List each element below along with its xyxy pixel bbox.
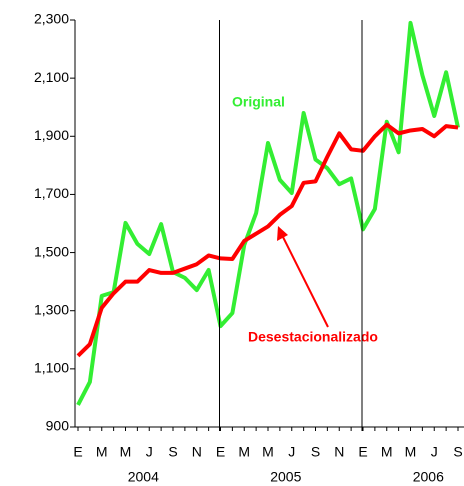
- x-tick-label: S: [168, 444, 177, 460]
- x-tick-label: J: [288, 444, 295, 460]
- x-tick-label: M: [96, 444, 108, 460]
- y-tick-label: 1,900: [34, 127, 69, 143]
- x-tick-label: S: [453, 444, 462, 460]
- x-tick-label: M: [381, 444, 393, 460]
- y-tick-label: 2,100: [34, 69, 69, 85]
- x-tick-label: J: [146, 444, 153, 460]
- x-tick-label: E: [216, 444, 225, 460]
- y-tick-label: 1,100: [34, 360, 69, 376]
- y-tick-label: 1,500: [34, 243, 69, 259]
- x-tick-label: M: [262, 444, 274, 460]
- y-tick-label: 2,300: [34, 11, 69, 27]
- x-tick-label: E: [73, 444, 82, 460]
- series-line: [76, 122, 459, 358]
- plot-area: [76, 20, 460, 406]
- x-tick-label: E: [358, 444, 367, 460]
- series-line: [76, 20, 460, 406]
- series-label: Desestacionalizado: [248, 329, 378, 345]
- y-tick-label: 1,300: [34, 301, 69, 317]
- x-tick-label: J: [431, 444, 438, 460]
- annotation-arrowhead: [277, 226, 288, 241]
- y-tick-label: 1,700: [34, 185, 69, 201]
- year-label: 2006: [413, 469, 444, 485]
- x-tick-label: N: [334, 444, 344, 460]
- x-tick-label: M: [238, 444, 250, 460]
- x-tick-label: S: [311, 444, 320, 460]
- x-tick-label: N: [192, 444, 202, 460]
- x-tick-label: M: [405, 444, 417, 460]
- year-label: 2005: [270, 469, 301, 485]
- x-tick-label: M: [120, 444, 132, 460]
- year-label: 2004: [128, 469, 159, 485]
- y-tick-label: 900: [46, 418, 70, 434]
- series-label: Original: [232, 94, 285, 110]
- annotation-arrow: [280, 232, 329, 328]
